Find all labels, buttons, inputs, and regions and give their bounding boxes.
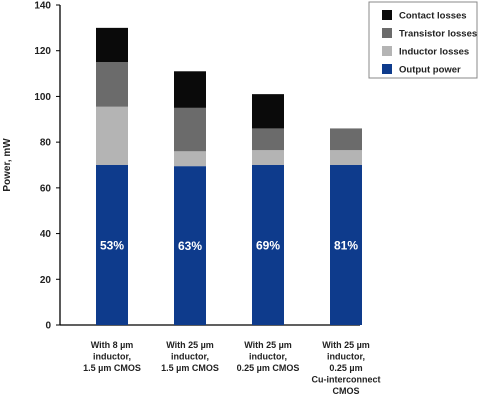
bar-segment: [96, 62, 128, 107]
y-tick-label: 120: [34, 46, 51, 57]
y-axis-label: Power, mW: [2, 138, 13, 192]
y-tick-label: 20: [40, 275, 52, 286]
bars: [96, 27, 362, 325]
x-tick-label: With 25 µm: [166, 340, 214, 350]
y-tick-label: 100: [34, 92, 51, 103]
x-tick-label: 1.5 µm CMOS: [83, 363, 141, 373]
legend-swatch: [382, 64, 392, 74]
y-tick-label: 60: [40, 183, 52, 194]
bar-segment: [96, 165, 128, 325]
x-tick-label: With 8 µm: [91, 340, 134, 350]
y-tick-label: 80: [40, 138, 52, 149]
legend-label: Transistor losses: [399, 29, 477, 40]
bar-segment: [174, 166, 206, 325]
bar-segment: [330, 128, 362, 151]
x-tick-label: 1.5 µm CMOS: [161, 363, 219, 373]
bar-segment: [330, 165, 362, 325]
legend-label: Inductor losses: [399, 47, 469, 58]
x-tick-label: Cu-interconnect: [311, 375, 380, 385]
bar-segment: [252, 94, 284, 129]
data-label: 63%: [178, 239, 202, 253]
data-label: 53%: [100, 239, 124, 253]
legend-swatch: [382, 46, 392, 56]
bar-segment: [174, 71, 206, 108]
bar-segment: [330, 150, 362, 165]
x-tick-label: With 25 µm: [322, 340, 370, 350]
bar-segment: [252, 150, 284, 165]
legend: Contact losses Transistor losses Inductor …: [368, 1, 478, 79]
bar-segment: [252, 165, 284, 325]
bar-segment: [96, 106, 128, 165]
bar-segment: [96, 27, 128, 63]
data-label: 69%: [256, 239, 280, 253]
bar-segment: [174, 107, 206, 152]
bar-segment: [252, 128, 284, 151]
x-tick-label: inductor,: [93, 352, 131, 362]
legend-label: Contact losses: [399, 11, 467, 22]
x-tick-label: 0.25 µm: [329, 363, 362, 373]
x-tick-label: With 25 µm: [244, 340, 292, 350]
bar-segment: [174, 151, 206, 167]
x-tick-label: inductor,: [327, 352, 365, 362]
x-tick-label: inductor,: [249, 352, 287, 362]
legend-swatch: [382, 28, 392, 38]
legend-label: Output power: [399, 65, 461, 76]
data-label: 81%: [334, 239, 358, 253]
x-tick-label: 0.25 µm CMOS: [237, 363, 300, 373]
x-tick-label: inductor,: [171, 352, 209, 362]
y-tick-label: 140: [34, 1, 51, 12]
x-tick-label: CMOS: [333, 386, 360, 396]
y-tick-label: 40: [40, 229, 52, 240]
legend-swatch: [382, 10, 392, 20]
y-tick-label: 0: [45, 321, 51, 332]
